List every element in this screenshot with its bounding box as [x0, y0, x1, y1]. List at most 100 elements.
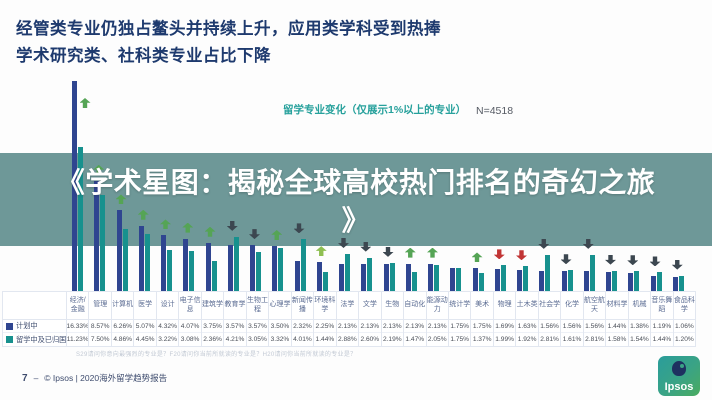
bar-abroad-returned [144, 233, 150, 291]
bar-planned [472, 268, 478, 291]
table-value-cell: 3.05% [248, 336, 267, 343]
trend-arrow-down [605, 254, 616, 265]
table-column-header: 食品科学 [673, 292, 696, 320]
trend-arrow-down [293, 223, 305, 234]
table-column: 心理学 3.50% 3.32% [268, 292, 291, 346]
trend-arrow-down [582, 238, 594, 249]
table-value-cell: 16.33% [67, 320, 89, 333]
trend-arrow-up [271, 229, 283, 240]
bar-abroad-returned [411, 272, 417, 291]
table-value-cell: 1.38% [628, 320, 651, 333]
overlay-caption-line1: 《学术星图：揭秘全球高校热门排名的奇幻之旅 [56, 167, 656, 198]
table-value-cell: 1.54% [630, 336, 649, 343]
table-column-header: 能源动力 [426, 292, 448, 320]
bar-planned [405, 263, 411, 291]
table-value-cell: 2.19% [382, 336, 402, 343]
table-value-cell: 1.92% [517, 336, 537, 343]
table-value-cell: 1.44% [315, 336, 335, 343]
table-column: 新闻传播 2.32% 4.01% [290, 292, 314, 346]
table-value-cell: 2.13% [404, 320, 426, 333]
trend-arrow-up [115, 194, 127, 205]
bar-abroad-returned [167, 249, 172, 291]
footer-separator: – [33, 373, 39, 383]
bar-abroad-returned [434, 264, 439, 291]
bar-abroad-returned [122, 228, 128, 291]
bar-abroad-returned [545, 254, 551, 291]
trend-arrow-up [182, 222, 194, 233]
table-value-cell: 7.50% [90, 336, 110, 343]
trend-arrow-down-red [516, 250, 527, 261]
table-column-header: 电子信息 [179, 292, 201, 320]
table-column: 材料学 1.44% 1.58% [605, 292, 628, 346]
table-corner-cell [3, 292, 66, 320]
table-column-header: 文学 [359, 292, 381, 320]
table-value-cell: 1.19% [651, 320, 673, 333]
table-column-header: 材料学 [606, 292, 628, 320]
ipsos-logo-mark-icon [672, 361, 686, 376]
bar-planned [161, 235, 166, 291]
bar-abroad-returned [478, 273, 484, 291]
table-value-cell: 3.32% [270, 336, 290, 343]
bar-planned [316, 262, 322, 291]
table-column-header: 音乐舞蹈 [651, 292, 673, 320]
table-column: 医学 5.07% 4.45% [133, 292, 156, 346]
table-column-header: 经济/金融 [67, 292, 89, 320]
bar-abroad-returned [300, 239, 306, 291]
bar-planned [606, 272, 611, 291]
table-value-cell: 2.32% [291, 320, 314, 333]
bar-abroad-returned [567, 270, 573, 291]
bar-abroad-returned [256, 251, 261, 291]
table-column: 建筑学 3.75% 2.36% [200, 292, 224, 346]
bar-planned [94, 180, 100, 291]
bar-abroad-returned [211, 260, 217, 291]
bar-abroad-returned [78, 146, 83, 291]
table-value-cell: 1.58% [607, 336, 627, 343]
source-footnote: S29请问你意向最强烈的专业是？F20请问你当前所就读的专业是？H20请问你当前… [76, 352, 357, 358]
trend-arrow-down [560, 254, 572, 265]
table-column: 机械 1.38% 1.54% [627, 292, 651, 346]
table-value-cell: 1.06% [673, 320, 696, 333]
table-column: 航空航天 1.56% 2.81% [582, 292, 606, 346]
table-column: 能源动力 2.13% 2.05% [425, 292, 448, 346]
bar-abroad-returned [634, 271, 640, 291]
table-column-header: 化学 [561, 292, 583, 320]
bar-abroad-returned [500, 265, 506, 291]
table-value-cell: 2.13% [336, 320, 359, 333]
table-value-cell: 1.75% [448, 320, 471, 333]
bar-abroad-returned [656, 272, 662, 291]
table-column: 设计 4.32% 3.22% [155, 292, 179, 346]
table-value-cell: 4.45% [135, 336, 155, 343]
table-column: 经济/金融 16.33% 11.23% [66, 292, 89, 346]
table-value-cell: 1.69% [493, 320, 516, 333]
overlay-caption: 《学术星图：揭秘全球高校热门排名的奇幻之旅 》 [0, 164, 712, 240]
table-value-cell: 2.36% [203, 336, 222, 343]
table-value-cell: 1.47% [405, 336, 425, 343]
table-column-header: 机械 [628, 292, 651, 320]
bar-abroad-returned [278, 248, 284, 291]
table-column: 音乐舞蹈 1.19% 1.44% [650, 292, 673, 346]
chart-title: 留学专业变化（仅展示1%以上的专业） [283, 104, 467, 116]
trend-arrow-up [427, 247, 438, 258]
table-column: 社会学 1.56% 2.81% [537, 292, 561, 346]
table-value-cell: 2.13% [426, 320, 448, 333]
bar-planned [539, 270, 545, 291]
table-value-cell: 1.61% [562, 336, 582, 343]
overlay-caption-line2: 》 [341, 205, 371, 236]
table-column-header: 统计学 [448, 292, 471, 320]
bar-planned [339, 263, 344, 291]
bar-planned [72, 80, 77, 291]
table-column-header: 环境科学 [314, 292, 336, 320]
legend-swatch-icon [6, 322, 13, 330]
table-column: 食品科学 1.06% 1.20% [672, 292, 696, 346]
table-column-header: 医学 [134, 292, 156, 320]
bar-planned [294, 261, 300, 291]
table-column: 生物 2.13% 2.19% [380, 292, 404, 346]
table-value-cell: 3.08% [180, 336, 200, 343]
page-number: 7 [22, 372, 28, 384]
table-column: 管理 8.57% 7.50% [88, 292, 111, 346]
trend-arrow-up [137, 209, 149, 220]
table-value-cell: 1.56% [538, 320, 561, 333]
trend-arrow-up-light [315, 246, 327, 257]
bar-abroad-returned [589, 254, 595, 291]
